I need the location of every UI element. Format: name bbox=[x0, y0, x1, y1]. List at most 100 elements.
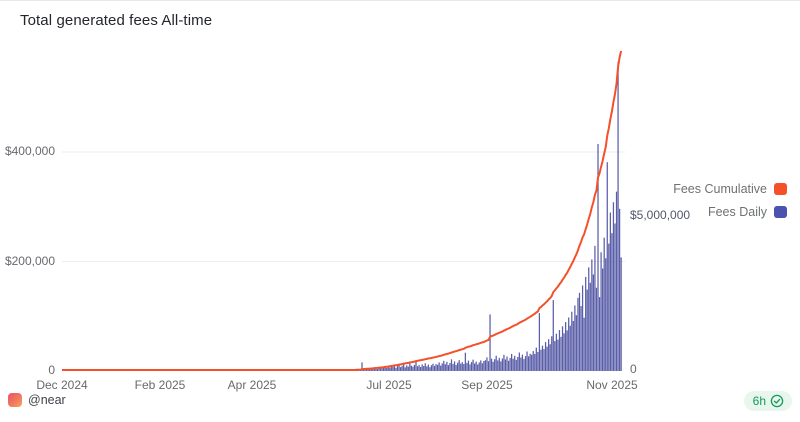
daily-bar[interactable] bbox=[390, 365, 392, 371]
daily-bar[interactable] bbox=[514, 355, 516, 371]
updated-badge[interactable]: 6h bbox=[743, 391, 792, 411]
daily-bar[interactable] bbox=[603, 237, 605, 371]
daily-bar[interactable] bbox=[555, 333, 557, 371]
daily-bar[interactable] bbox=[586, 289, 588, 371]
daily-bar[interactable] bbox=[467, 360, 470, 371]
daily-bar[interactable] bbox=[433, 365, 436, 371]
daily-bar[interactable] bbox=[412, 366, 414, 371]
plot-area[interactable] bbox=[62, 48, 625, 371]
daily-bar[interactable] bbox=[447, 365, 450, 371]
daily-bar[interactable] bbox=[540, 349, 542, 371]
daily-bar[interactable] bbox=[583, 317, 585, 371]
legend-item-daily[interactable]: Fees Daily bbox=[708, 205, 787, 219]
daily-bar[interactable] bbox=[617, 61, 619, 371]
daily-bar[interactable] bbox=[591, 259, 593, 371]
daily-bar[interactable] bbox=[606, 162, 608, 371]
daily-bar[interactable] bbox=[494, 359, 496, 371]
daily-bar[interactable] bbox=[515, 359, 517, 371]
daily-bar[interactable] bbox=[512, 358, 514, 371]
daily-bar[interactable] bbox=[387, 366, 389, 371]
daily-bar[interactable] bbox=[548, 339, 550, 371]
daily-bar[interactable] bbox=[410, 365, 412, 371]
legend-item-cumulative[interactable]: Fees Cumulative bbox=[673, 182, 787, 196]
daily-bar[interactable] bbox=[475, 361, 477, 371]
daily-bar[interactable] bbox=[403, 362, 405, 371]
daily-bar[interactable] bbox=[498, 357, 500, 371]
daily-bar[interactable] bbox=[453, 361, 456, 371]
daily-bar[interactable] bbox=[392, 366, 394, 371]
daily-bar[interactable] bbox=[421, 364, 423, 371]
daily-bar[interactable] bbox=[393, 364, 396, 371]
daily-bar[interactable] bbox=[443, 360, 445, 371]
daily-bar[interactable] bbox=[574, 305, 576, 371]
daily-bar[interactable] bbox=[409, 363, 411, 371]
daily-bar[interactable] bbox=[511, 353, 513, 371]
daily-bar[interactable] bbox=[399, 367, 402, 371]
daily-bar[interactable] bbox=[543, 349, 545, 371]
daily-bar[interactable] bbox=[381, 368, 383, 371]
daily-bar[interactable] bbox=[483, 360, 485, 371]
daily-bar[interactable] bbox=[487, 361, 490, 371]
daily-bar[interactable] bbox=[518, 352, 520, 372]
daily-bar[interactable] bbox=[501, 358, 503, 371]
daily-bar[interactable] bbox=[575, 315, 578, 371]
daily-bar[interactable] bbox=[382, 367, 385, 371]
daily-bar[interactable] bbox=[449, 363, 451, 371]
daily-bar[interactable] bbox=[489, 314, 491, 371]
daily-bar[interactable] bbox=[484, 360, 487, 371]
daily-bar[interactable] bbox=[438, 362, 440, 371]
daily-bar[interactable] bbox=[544, 342, 547, 371]
daily-bar[interactable] bbox=[504, 359, 507, 371]
daily-bar[interactable] bbox=[509, 357, 511, 371]
daily-bar[interactable] bbox=[376, 368, 379, 371]
daily-bar[interactable] bbox=[486, 357, 488, 371]
daily-bar[interactable] bbox=[568, 317, 570, 371]
daily-bar[interactable] bbox=[472, 359, 474, 371]
daily-bar[interactable] bbox=[478, 362, 480, 371]
daily-bar[interactable] bbox=[557, 339, 559, 371]
daily-bar[interactable] bbox=[364, 369, 366, 371]
daily-bar[interactable] bbox=[560, 336, 562, 371]
daily-bar[interactable] bbox=[424, 363, 426, 371]
daily-bar[interactable] bbox=[531, 354, 533, 371]
daily-bar[interactable] bbox=[532, 351, 534, 371]
daily-bar[interactable] bbox=[521, 354, 524, 371]
daily-bar[interactable] bbox=[413, 364, 416, 371]
daily-bar[interactable] bbox=[506, 356, 508, 371]
daily-bar[interactable] bbox=[432, 363, 434, 371]
cumulative-line-path[interactable] bbox=[62, 50, 623, 371]
daily-bar[interactable] bbox=[426, 366, 428, 371]
daily-bar[interactable] bbox=[395, 367, 397, 371]
daily-bar[interactable] bbox=[398, 364, 400, 371]
daily-bar[interactable] bbox=[435, 364, 437, 371]
daily-bar[interactable] bbox=[460, 363, 462, 371]
daily-bar[interactable] bbox=[427, 364, 429, 371]
daily-bar[interactable] bbox=[369, 369, 371, 371]
daily-bar[interactable] bbox=[444, 364, 446, 371]
daily-bar[interactable] bbox=[527, 356, 530, 371]
daily-bar[interactable] bbox=[430, 365, 433, 371]
daily-bar[interactable] bbox=[598, 297, 601, 371]
daily-bar[interactable] bbox=[614, 223, 616, 371]
daily-bar[interactable] bbox=[440, 365, 442, 371]
daily-bar[interactable] bbox=[461, 362, 463, 371]
daily-bar[interactable] bbox=[580, 306, 582, 371]
daily-bar[interactable] bbox=[469, 364, 471, 371]
daily-bar[interactable] bbox=[420, 367, 422, 371]
daily-bar[interactable] bbox=[523, 359, 525, 371]
plot-svg[interactable] bbox=[62, 48, 625, 371]
daily-bar[interactable] bbox=[577, 297, 579, 371]
daily-bar[interactable] bbox=[407, 366, 409, 371]
daily-bar[interactable] bbox=[541, 345, 544, 371]
daily-bar[interactable] bbox=[529, 353, 531, 371]
daily-bar[interactable] bbox=[415, 362, 417, 371]
daily-bar[interactable] bbox=[458, 360, 460, 371]
daily-bar[interactable] bbox=[588, 267, 590, 371]
daily-bar[interactable] bbox=[585, 276, 587, 371]
daily-bar[interactable] bbox=[520, 357, 522, 371]
daily-bar[interactable] bbox=[597, 143, 599, 371]
daily-bar[interactable] bbox=[401, 365, 403, 371]
daily-bar[interactable] bbox=[535, 347, 537, 371]
daily-bar[interactable] bbox=[473, 363, 476, 372]
daily-bar[interactable] bbox=[436, 364, 439, 371]
